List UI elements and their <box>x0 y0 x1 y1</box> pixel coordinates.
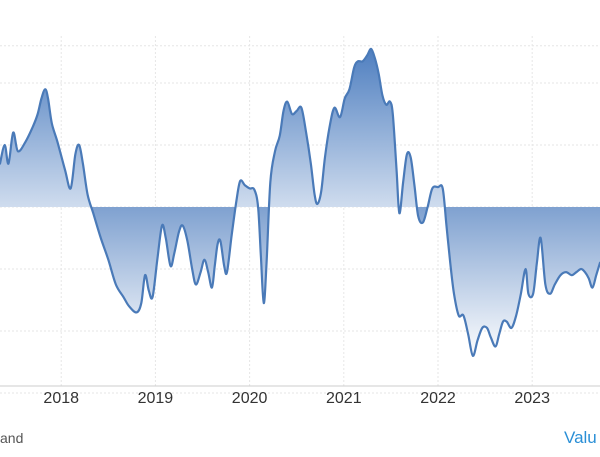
values-link[interactable]: Valu <box>564 428 597 447</box>
x-tick-label-2018: 2018 <box>43 390 79 407</box>
x-axis: 2018 2019 2020 2021 2022 2023 <box>0 385 600 407</box>
area-fill-layer <box>0 48 600 356</box>
series-line <box>0 47 600 357</box>
series-line-layer <box>0 47 600 357</box>
x-tick-label-2019: 2019 <box>138 390 174 407</box>
area-positive <box>0 48 600 207</box>
x-tick-label-2020: 2020 <box>232 390 268 407</box>
x-tick-label-2022: 2022 <box>420 390 456 407</box>
x-tick-label-2021: 2021 <box>326 390 362 407</box>
source-credit: and <box>0 430 24 446</box>
area-negative <box>0 207 600 356</box>
x-tick-label-2023: 2023 <box>514 390 550 407</box>
